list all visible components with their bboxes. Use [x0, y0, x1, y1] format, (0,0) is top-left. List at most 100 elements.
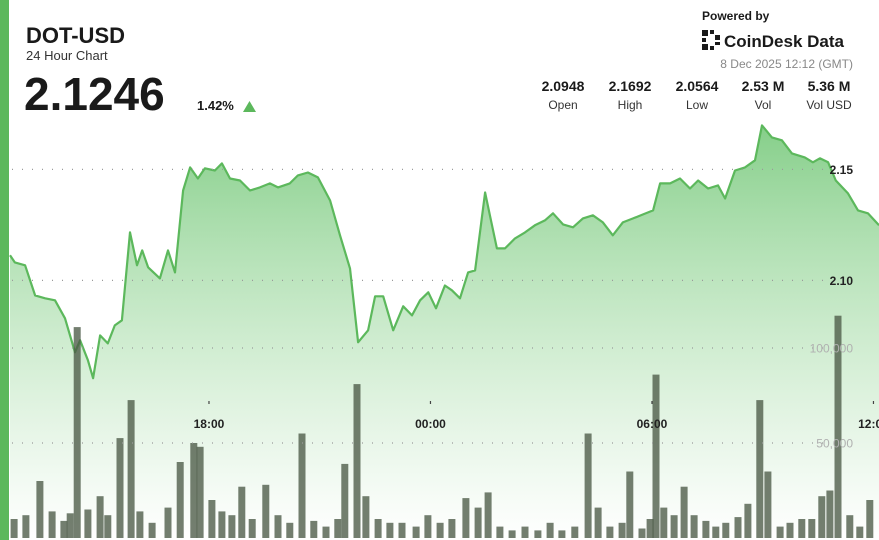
price-area [10, 125, 879, 540]
volume-bar [353, 384, 361, 538]
volume-bar [808, 519, 816, 538]
volume-bar [846, 515, 854, 538]
y-tick-label: 50,000 [816, 437, 853, 451]
volume-bar [386, 522, 394, 538]
volume-bar [786, 522, 794, 538]
stat-value: 2.0564 [676, 78, 719, 94]
volume-bar [274, 515, 282, 538]
volume-bar [546, 522, 554, 538]
volume-bar [116, 438, 124, 538]
volume-bar [798, 519, 806, 538]
y-tick-label: 2.15 [830, 163, 854, 177]
y-tick-label: 100,000 [810, 342, 854, 356]
volume-bar [652, 374, 660, 538]
volume-bar [208, 500, 216, 538]
volume-bar [341, 463, 349, 538]
volume-bar [670, 515, 678, 538]
volume-bar [594, 507, 602, 538]
powered-by: Powered by [702, 9, 770, 23]
volume-bar [618, 522, 626, 538]
volume-bar [104, 515, 112, 538]
price-layer [9, 124, 879, 540]
volume-bar [73, 327, 81, 538]
volume-bar [136, 511, 144, 538]
volume-bar [96, 496, 104, 538]
volume-bar [776, 526, 784, 538]
volume-bar [36, 481, 44, 538]
stat-label: Vol USD [806, 98, 852, 112]
volume-bar [571, 526, 579, 538]
stat-label: Open [548, 98, 577, 112]
volume-bar [834, 315, 842, 538]
volume-bar [690, 515, 698, 538]
plot-area: 2.10 2.15 18:00 00:00 06:00 12:00 50,000 100,00… [9, 124, 879, 540]
volume-bar [521, 526, 529, 538]
volume-bar [196, 446, 204, 538]
volume-bar [362, 496, 370, 538]
volume-bar [856, 526, 864, 538]
volume-bar [412, 526, 420, 538]
volume-bar [818, 496, 826, 538]
volume-bar [190, 443, 198, 538]
volume-bar [374, 519, 382, 538]
volume-bar [310, 520, 318, 538]
x-tick-label: 18:00 [194, 417, 225, 431]
volume-bar [680, 486, 688, 538]
volume-bar [744, 503, 752, 538]
symbol: DOT-USD [26, 23, 125, 48]
volume-bar [508, 530, 516, 538]
volume-bar [248, 519, 256, 538]
volume-bar [764, 471, 772, 538]
volume-bar [60, 520, 68, 538]
volume-bar [22, 515, 30, 538]
volume-bar [148, 522, 156, 538]
volume-bar [10, 519, 18, 538]
stat-label: Low [686, 98, 708, 112]
y-tick-label: 2.10 [830, 274, 854, 288]
stat-value: 2.0948 [542, 78, 585, 94]
stat-value: 2.53 M [742, 78, 785, 94]
volume-bar [866, 500, 874, 538]
price-line [9, 124, 879, 380]
x-tick-label: 00:00 [415, 417, 446, 431]
volume-bar [84, 509, 92, 538]
volume-bar [238, 486, 246, 538]
volume-bar [176, 462, 184, 538]
volume-bar [722, 522, 730, 538]
volume-bar [734, 517, 742, 538]
up-arrow [243, 101, 256, 112]
volume-bar [334, 519, 342, 538]
volume-bar [398, 522, 406, 538]
volume-bar [424, 515, 432, 538]
brand: CoinDesk Data [724, 32, 845, 51]
volume-bar [286, 522, 294, 538]
volume-bar [322, 526, 330, 538]
change: 1.42% [197, 98, 234, 113]
volume-bar [626, 471, 634, 538]
volume-bar [474, 507, 482, 538]
volume-bar [606, 526, 614, 538]
volume-bar [164, 507, 172, 538]
volume-bar [660, 507, 668, 538]
volume-bar [496, 526, 504, 538]
x-tick-label: 12:00 [858, 417, 879, 431]
volume-bar [66, 513, 74, 538]
timestamp: 8 Dec 2025 12:12 (GMT) [720, 57, 853, 71]
volume-bar [646, 519, 654, 538]
x-tick-label: 06:00 [637, 417, 668, 431]
subtitle: 24 Hour Chart [26, 48, 108, 63]
volume-bar [127, 400, 135, 538]
volume-layer [10, 315, 874, 538]
stat-value: 2.1692 [609, 78, 652, 94]
stat-value: 5.36 M [808, 78, 851, 94]
volume-bar [484, 492, 492, 538]
volume-bar [436, 522, 444, 538]
axis-layer: 2.10 2.15 18:00 00:00 06:00 12:00 50,000 100,00… [12, 163, 879, 451]
volume-bar [218, 511, 226, 538]
brand-logo [702, 30, 720, 50]
volume-bar [584, 433, 592, 538]
accent-bar [0, 0, 9, 540]
volume-bar [262, 484, 270, 538]
volume-bar [298, 433, 306, 538]
